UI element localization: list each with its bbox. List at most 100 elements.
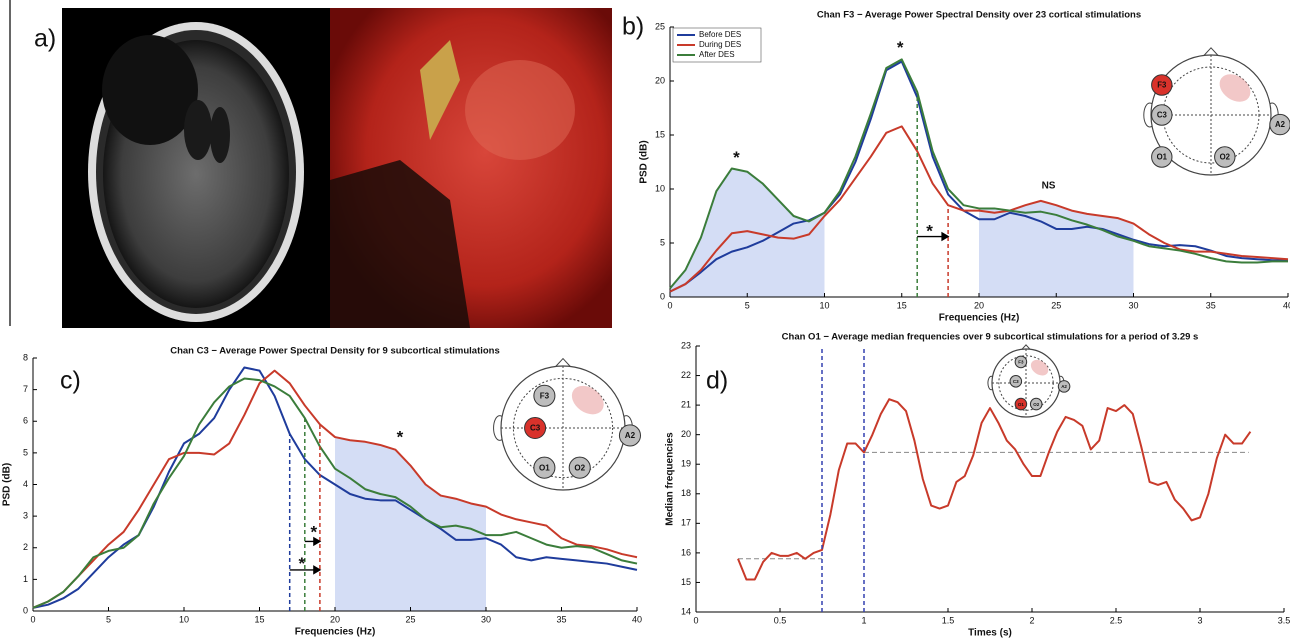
nose — [555, 357, 571, 367]
panel-label: b) — [622, 13, 644, 41]
series-line — [669, 58, 1288, 290]
y-tick-label: 6 — [23, 416, 28, 426]
annotation: * — [926, 221, 933, 240]
x-tick-label: 1 — [861, 615, 866, 625]
shaded-range — [979, 200, 1134, 297]
legend-label: During DES — [699, 40, 741, 49]
chart-title: Chan O1 − Average median frequencies ove… — [782, 332, 1199, 343]
y-tick-label: 8 — [23, 352, 28, 362]
electrode-label: A2 — [1061, 384, 1067, 389]
x-tick-label: 3 — [1197, 615, 1202, 625]
y-tick-label: 19 — [681, 459, 691, 469]
x-tick-label: 30 — [1128, 300, 1138, 310]
nose — [1021, 344, 1031, 350]
cortex — [465, 60, 575, 160]
y-axis-label: PSD (dB) — [639, 140, 650, 183]
electrode — [1151, 74, 1173, 96]
y-tick-label: 0 — [23, 605, 28, 615]
electrode — [1214, 146, 1236, 168]
stim-area — [1030, 359, 1049, 376]
x-tick-label: 20 — [330, 614, 340, 624]
electrode — [1009, 375, 1023, 388]
y-tick-label: 20 — [681, 429, 691, 439]
electrode — [533, 384, 556, 407]
chart-title: Chan C3 − Average Power Spectral Density… — [170, 346, 500, 357]
x-tick-label: 40 — [1283, 300, 1290, 310]
electrode-label: F3 — [1018, 360, 1024, 365]
electrode — [618, 424, 642, 447]
y-tick-label: 25 — [655, 21, 665, 31]
y-tick-label: 2 — [23, 542, 28, 552]
x-tick-label: 35 — [556, 614, 566, 624]
series-line — [669, 125, 1289, 293]
dark-tissue — [330, 160, 470, 328]
x-tick-label: 40 — [632, 614, 642, 624]
panel-label: d) — [706, 367, 728, 395]
x-tick-label: 2 — [1029, 615, 1034, 625]
y-tick-label: 4 — [23, 479, 28, 489]
electrode — [1269, 113, 1290, 136]
x-tick-label: 3.5 — [1278, 615, 1290, 625]
arrow — [917, 231, 950, 242]
x-tick-label: 25 — [405, 614, 415, 624]
y-tick-label: 15 — [655, 129, 665, 139]
x-axis-label: Frequencies (Hz) — [939, 313, 1020, 324]
electrode-label: C3 — [530, 424, 541, 433]
electrode — [1151, 104, 1173, 126]
y-tick-label: 1 — [23, 574, 28, 584]
x-tick-label: 35 — [1206, 300, 1216, 310]
annotation: * — [897, 38, 904, 57]
ventricle — [210, 107, 230, 163]
y-tick-label: 0 — [660, 291, 665, 301]
electrode-label: O2 — [1033, 402, 1040, 407]
series-line — [32, 377, 638, 609]
y-tick-label: 5 — [23, 447, 28, 457]
y-tick-label: 22 — [681, 370, 691, 380]
chart: 0 5 10 15 20 25 30 35 40 0 5 10 15 20 25 Chan F3 − Aver… — [622, 10, 1290, 324]
electrode — [1014, 397, 1028, 411]
x-tick-label: 25 — [1051, 300, 1061, 310]
y-tick-label: 10 — [655, 183, 665, 193]
x-tick-label: 10 — [179, 614, 189, 624]
x-tick-label: 5 — [745, 300, 750, 310]
series-line — [737, 398, 1252, 581]
electrode-label: O1 — [1157, 153, 1168, 162]
x-tick-label: 0 — [30, 614, 35, 624]
arrow — [304, 536, 322, 547]
x-tick-label: 2.5 — [1110, 615, 1123, 625]
electrode-label: C3 — [1013, 379, 1019, 384]
panel-label: a) — [34, 25, 56, 53]
electrode-label: A2 — [1275, 120, 1286, 129]
electrode-label: O2 — [574, 463, 585, 472]
y-tick-label: 23 — [681, 340, 691, 350]
annotation: NS — [1042, 180, 1056, 191]
legend-label: Before DES — [699, 30, 741, 39]
x-tick-label: 15 — [897, 300, 907, 310]
y-tick-label: 14 — [681, 606, 691, 616]
electrode — [1029, 397, 1043, 411]
legend-label: After DES — [699, 50, 735, 59]
x-tick-label: 10 — [819, 300, 829, 310]
y-tick-label: 17 — [681, 518, 691, 528]
series-line — [32, 369, 638, 609]
electrode — [524, 416, 547, 440]
x-tick-label: 30 — [481, 614, 491, 624]
y-tick-label: 20 — [655, 75, 665, 85]
electrode-label: O1 — [539, 463, 550, 472]
stim-area — [571, 385, 604, 415]
grid-electrode — [420, 40, 460, 140]
electrode-label: O1 — [1018, 402, 1025, 407]
x-tick-label: 0.5 — [774, 615, 787, 625]
y-tick-label: 5 — [660, 237, 665, 247]
nose — [1203, 47, 1219, 56]
image-panel — [62, 8, 612, 328]
electrode — [568, 456, 591, 479]
y-axis-label: Median frequencies — [665, 432, 676, 526]
electrode-label: C3 — [1157, 111, 1168, 120]
cavity — [102, 35, 198, 145]
y-tick-label: 15 — [681, 577, 691, 587]
annotation: * — [311, 522, 318, 541]
electrode — [1014, 355, 1028, 369]
x-tick-label: 5 — [106, 614, 111, 624]
